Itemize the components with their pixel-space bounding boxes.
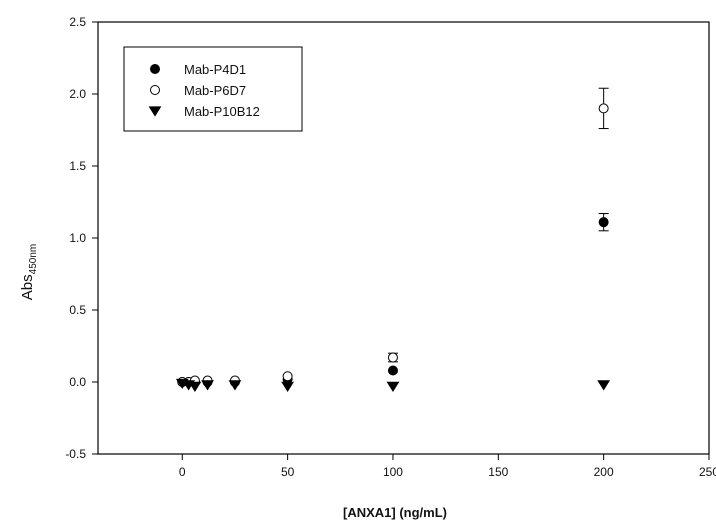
x-axis-ticks: 0 50 100 150 200 250 (179, 454, 716, 479)
legend-label-series-1: Mab-P4D1 (184, 62, 246, 77)
x-tick-label: 150 (488, 465, 508, 479)
x-tick-label: 100 (383, 465, 403, 479)
y-axis-title: Abs450nm (19, 244, 39, 300)
y-tick-label: 1.5 (69, 159, 86, 173)
x-tick-label: 50 (281, 465, 295, 479)
y-axis-title-subscript: 450nm (28, 244, 39, 275)
x-tick-label: 200 (594, 465, 614, 479)
y-axis-title-main: Abs (19, 274, 36, 300)
data-point-series-3 (281, 381, 295, 392)
x-axis-title: [ANXA1] (ng/mL) (343, 505, 447, 520)
data-point-series-3 (201, 380, 214, 391)
data-point-series-2 (387, 352, 398, 363)
y-tick-label: 1.0 (69, 231, 86, 245)
y-axis-ticks: -0.5 0.0 0.5 1.0 1.5 2.0 2.5 (65, 15, 98, 461)
y-tick-label: 2.5 (69, 15, 86, 29)
data-point-series-1 (598, 217, 609, 228)
data-point-series-3 (386, 381, 400, 392)
data-points (175, 103, 611, 392)
y-tick-label: 0.5 (69, 303, 86, 317)
data-point-series-3 (597, 380, 611, 391)
y-tick-label: 0.0 (69, 375, 86, 389)
data-point-series-1 (387, 365, 398, 376)
legend-label-series-3: Mab-P10B12 (184, 104, 260, 119)
legend-marker-series-2 (150, 85, 160, 95)
legend-marker-series-3 (148, 106, 162, 117)
data-point-series-2 (598, 103, 609, 114)
data-point-series-3 (188, 381, 202, 392)
data-point-series-2 (282, 371, 293, 382)
y-tick-label: -0.5 (65, 447, 86, 461)
legend: Mab-P4D1 Mab-P6D7 Mab-P10B12 (123, 46, 303, 132)
x-tick-label: 0 (179, 465, 186, 479)
error-bars (387, 87, 609, 363)
x-tick-label: 250 (699, 465, 716, 479)
legend-items: Mab-P4D1 Mab-P6D7 Mab-P10B12 (148, 62, 260, 119)
legend-marker-series-1 (150, 64, 160, 74)
y-tick-label: 2.0 (69, 87, 86, 101)
data-point-series-3 (228, 380, 242, 391)
legend-label-series-2: Mab-P6D7 (184, 83, 246, 98)
